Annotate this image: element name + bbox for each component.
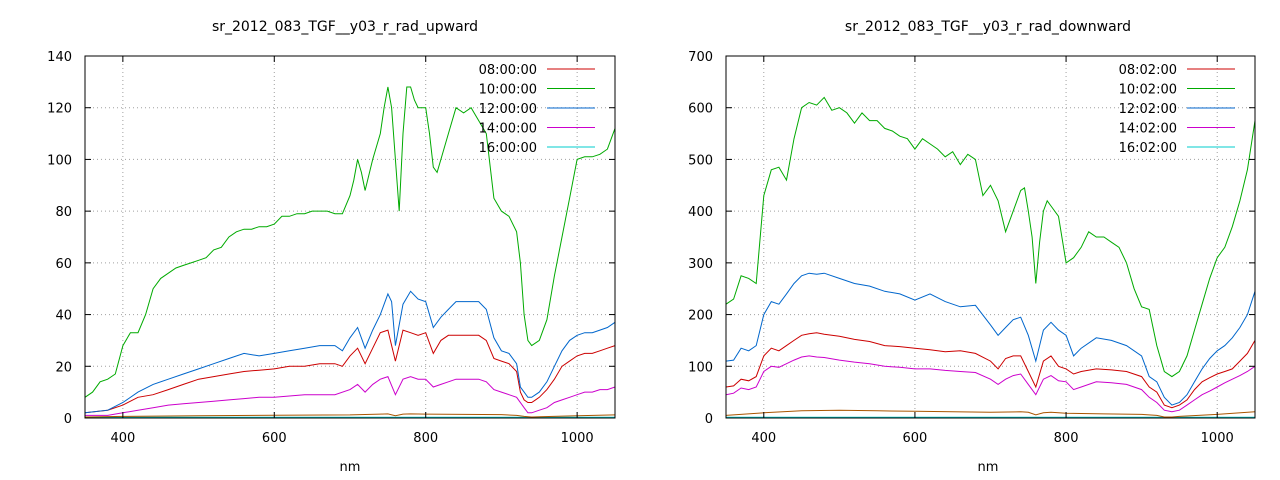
legend-label: 08:02:00 (1119, 63, 1177, 78)
chart-title: sr_2012_083_TGF__y03_r_rad_upward (212, 19, 478, 35)
y-tick-label: 200 (688, 309, 713, 324)
legend-label: 08:00:00 (479, 63, 537, 78)
x-tick-label: 1000 (1201, 431, 1234, 446)
y-tick-label: 300 (688, 257, 713, 272)
legend-label: 14:00:00 (479, 122, 537, 137)
y-tick-label: 600 (688, 102, 713, 117)
y-tick-label: 500 (688, 153, 713, 168)
y-tick-label: 60 (55, 257, 72, 272)
legend-label: 10:00:00 (479, 83, 537, 98)
x-axis-label: nm (340, 460, 361, 475)
y-tick-label: 120 (47, 102, 72, 117)
plot-area: 400 600 800 1000 0 100 200 300 400 500 600 700 08:02… (688, 50, 1256, 446)
y-tick-label: 20 (55, 360, 72, 375)
series-line-14:02:00 (725, 355, 1256, 413)
y-tick-label: 0 (64, 412, 72, 427)
plot-frame (725, 55, 1256, 419)
y-tick-label: 100 (47, 153, 72, 168)
y-tick-label: 140 (47, 50, 72, 65)
chart-upward: sr_2012_083_TGF__y03_r_rad_upward nm 400… (47, 19, 616, 475)
series-line-08:00:00 (84, 329, 616, 414)
chart-downward: sr_2012_083_TGF__y03_r_rad_downward nm 4… (688, 19, 1256, 475)
legend: 08:00:00 10:00:00 12:00:00 14:00:00 16:00:00 (479, 63, 595, 156)
series-line-baseline (725, 409, 1256, 418)
series-line-baseline (84, 413, 616, 418)
x-tick-label: 1000 (561, 431, 594, 446)
legend-label: 12:02:00 (1119, 102, 1177, 117)
x-tick-label: 400 (751, 431, 776, 446)
legend-label: 14:02:00 (1119, 122, 1177, 137)
legend-label: 16:02:00 (1119, 141, 1177, 156)
y-tick-label: 40 (55, 309, 72, 324)
x-tick-label: 800 (413, 431, 438, 446)
series-line-12:00:00 (84, 290, 616, 414)
chart-title: sr_2012_083_TGF__y03_r_rad_downward (845, 19, 1131, 35)
series-line-14:00:00 (85, 375, 616, 416)
y-tick-label: 0 (705, 412, 713, 427)
legend-label: 12:00:00 (479, 102, 537, 117)
plot-frame (84, 55, 616, 419)
y-tick-label: 400 (688, 205, 713, 220)
y-tick-label: 100 (688, 360, 713, 375)
x-tick-label: 400 (110, 431, 135, 446)
series-line-12:02:00 (725, 272, 1256, 406)
x-axis-label: nm (978, 460, 999, 475)
series-line-08:02:00 (725, 332, 1256, 409)
legend: 08:02:00 10:02:00 12:02:00 14:02:00 16:02:00 (1119, 63, 1235, 156)
legend-label: 16:00:00 (479, 141, 537, 156)
legend-label: 10:02:00 (1119, 83, 1177, 98)
series-line-10:00:00 (84, 86, 616, 398)
x-tick-label: 600 (262, 431, 287, 446)
y-tick-label: 80 (55, 205, 72, 220)
plot-area: 400 600 800 1000 0 20 40 60 80 100 120 140 08:00:00 1… (47, 50, 616, 446)
series-line-10:02:00 (725, 96, 1256, 378)
y-tick-label: 700 (688, 50, 713, 65)
x-tick-label: 600 (903, 431, 928, 446)
x-tick-label: 800 (1054, 431, 1079, 446)
